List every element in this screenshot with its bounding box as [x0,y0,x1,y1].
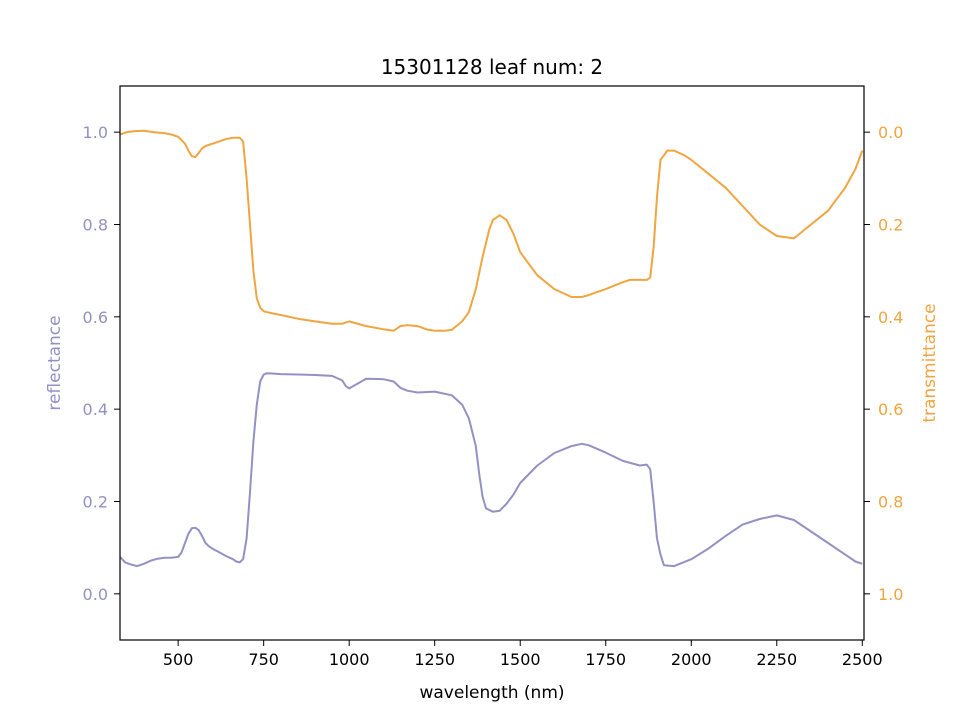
y-right-tick-label: 0.4 [878,308,903,327]
x-tick-label: 1500 [500,650,541,669]
y-left-axis-label: reflectance [45,315,65,410]
ticks-layer: 500 750 1000 1250 1500 1750 2000 2250 2500 0.0 0.2… [83,123,904,669]
x-tick-label: 2500 [842,650,883,669]
y-left-tick-label: 0.0 [83,585,108,604]
x-tick-label: 2000 [671,650,712,669]
y-right-tick-label: 0.0 [878,123,903,142]
plot-frame [119,85,865,641]
chart-title: 15301128 leaf num: 2 [381,55,603,79]
transmittance-series-line [119,129,864,332]
x-tick-label: 2250 [756,650,797,669]
y-right-tick-label: 0.6 [878,400,903,419]
y-left-tick-label: 0.6 [83,308,108,327]
x-tick-label: 1750 [585,650,626,669]
x-tick-label: 750 [248,650,279,669]
y-right-axis-label: transmittance [920,303,940,422]
x-tick-label: 1250 [414,650,455,669]
x-tick-label: 1000 [329,650,370,669]
reflectance-series-line [119,372,863,568]
x-tick-label: 500 [163,650,194,669]
x-axis-label: wavelength (nm) [419,683,564,703]
y-left-tick-label: 0.2 [83,493,108,512]
y-left-tick-label: 1.0 [83,123,108,142]
y-right-tick-label: 0.8 [878,493,903,512]
series-layer [119,129,864,568]
y-left-tick-label: 0.8 [83,216,108,235]
y-right-tick-label: 0.2 [878,216,903,235]
y-right-tick-label: 1.0 [878,585,903,604]
y-left-tick-label: 0.4 [83,400,108,419]
